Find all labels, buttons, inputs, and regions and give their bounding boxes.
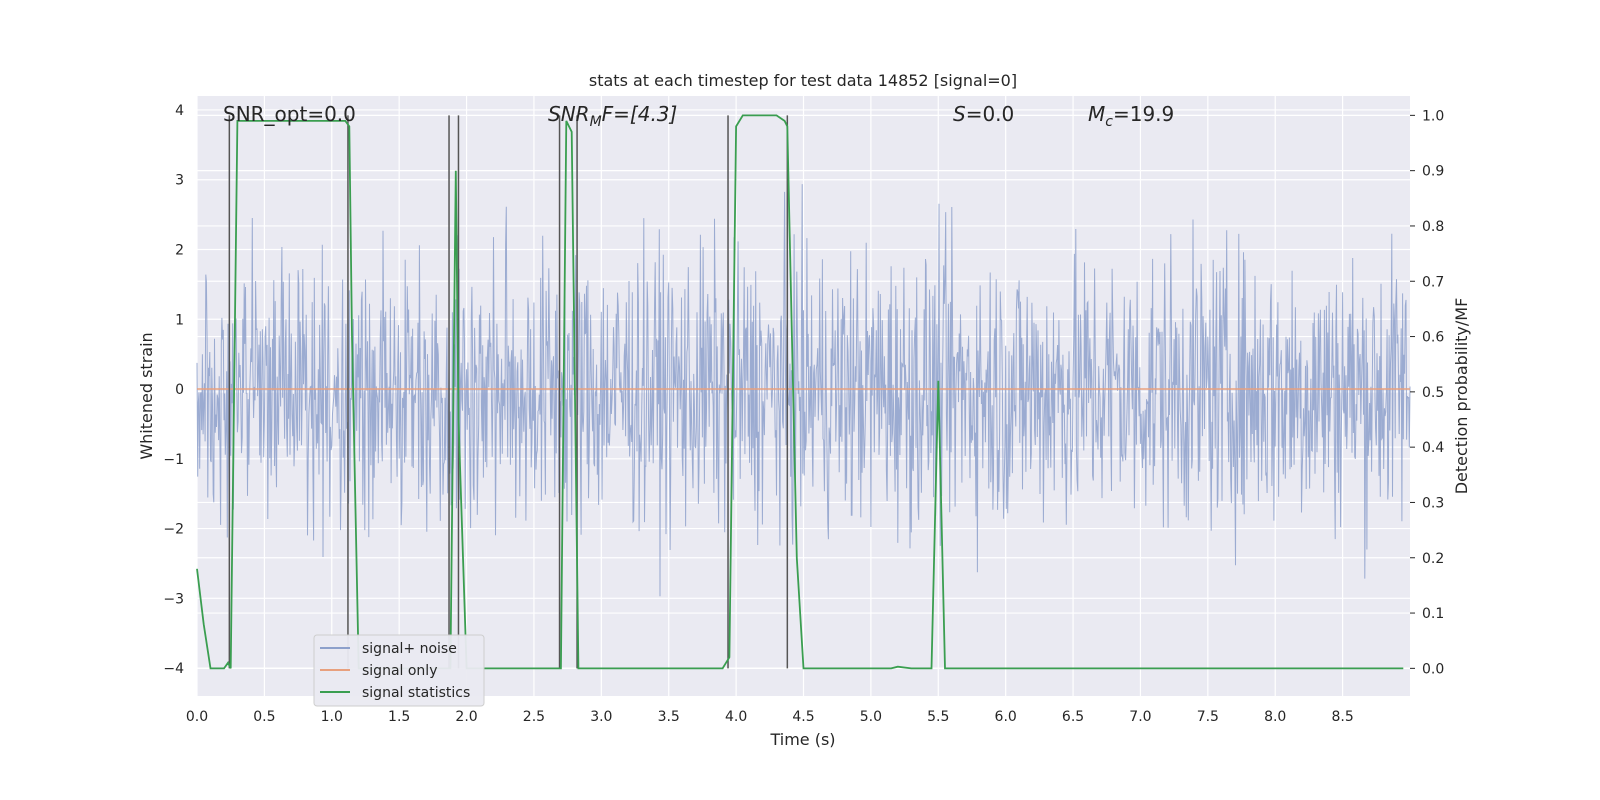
y-left-tick-label: 3	[175, 173, 184, 189]
y-right-tick-label: 0.6	[1422, 330, 1444, 346]
y-right-tick-label: 0.8	[1422, 219, 1444, 235]
y-axis-label-right: Detection probability/MF	[1452, 298, 1471, 495]
x-tick-label: 0.5	[253, 709, 275, 725]
y-left-tick-label: 2	[175, 242, 184, 258]
y-left-tick-label: 4	[175, 103, 184, 119]
y-right-tick-label: 0.2	[1422, 551, 1444, 567]
y-right-tick-label: 0.7	[1422, 274, 1444, 290]
annotation-s-rest: =0.0	[966, 102, 1015, 126]
annotation-snr-mf-rest: F=[4.3]	[602, 102, 678, 126]
noise-trace	[196, 184, 1411, 597]
x-tick-label: 7.0	[1129, 709, 1151, 725]
y-left-tick-label: −4	[163, 661, 184, 677]
y-axis-label-left: Whitened strain	[137, 332, 156, 459]
annotation-s-main: S	[953, 102, 966, 126]
chart-title: stats at each timestep for test data 148…	[589, 71, 1017, 90]
x-tick-label: 0.0	[186, 709, 208, 725]
y-right-tick-label: 0.3	[1422, 495, 1444, 511]
x-tick-label: 4.5	[792, 709, 814, 725]
x-tick-label: 6.0	[995, 709, 1017, 725]
y-left-tick-label: −1	[163, 452, 184, 468]
y-right-tick-label: 0.1	[1422, 606, 1444, 622]
annotation-mc-rest: =19.9	[1113, 102, 1174, 126]
x-tick-label: 1.0	[321, 709, 343, 725]
annotation-mc-sub: c	[1105, 114, 1113, 130]
x-tick-label: 5.5	[927, 709, 949, 725]
annotation-s: S=0.0	[953, 102, 1014, 126]
chart-marks	[196, 114, 1410, 670]
x-tick-label: 2.0	[455, 709, 477, 725]
x-tick-label: 8.5	[1331, 709, 1353, 725]
tick-labels: 0.0 0.5 1.0 1.5 2.0 2.5 3.0 3.5 4.0 4.5 5.0 5.5 6.0 6…	[163, 103, 1444, 725]
y-left-tick-label: −3	[163, 591, 184, 607]
legend-box	[313, 634, 485, 707]
legend-label-signal: signal only	[362, 663, 437, 679]
x-tick-label: 8.0	[1264, 709, 1286, 725]
x-tick-label: 3.0	[590, 709, 612, 725]
x-tick-label: 6.5	[1062, 709, 1084, 725]
annotation-snr-mf-main: SNR	[548, 102, 590, 126]
annotation-snr-mf-sub: M	[590, 114, 602, 130]
annotation-snr-mf: SNRMF=[4.3]	[548, 102, 677, 130]
annotation-mc: Mc=19.9	[1088, 102, 1174, 130]
y-left-tick-label: 1	[175, 312, 184, 328]
legend-label-statistics: signal statistics	[362, 685, 470, 701]
y-right-tick-label: 1.0	[1422, 108, 1444, 124]
y-left-tick-label: 0	[175, 382, 184, 398]
x-tick-label: 2.5	[523, 709, 545, 725]
signal-statistics-line	[196, 114, 1404, 670]
x-axis-label: Time (s)	[769, 730, 835, 749]
noise-series	[196, 184, 1411, 597]
annotation-mc-main: M	[1088, 102, 1105, 126]
x-tick-label: 3.5	[658, 709, 680, 725]
x-tick-label: 7.5	[1197, 709, 1219, 725]
y-left-tick-label: −2	[163, 522, 184, 538]
annotation-snr-opt: SNR_opt=0.0	[223, 102, 356, 126]
x-tick-label: 1.5	[388, 709, 410, 725]
y-right-tick-label: 0.4	[1422, 440, 1444, 456]
x-tick-label: 4.0	[725, 709, 747, 725]
legend: signal+ noise signal only signal statist…	[313, 634, 485, 707]
y-right-tick-label: 0.5	[1422, 385, 1444, 401]
y-right-tick-label: 0.9	[1422, 164, 1444, 180]
y-right-tick-label: 0.0	[1422, 661, 1444, 677]
legend-label-noise: signal+ noise	[362, 641, 457, 657]
x-tick-label: 5.0	[860, 709, 882, 725]
